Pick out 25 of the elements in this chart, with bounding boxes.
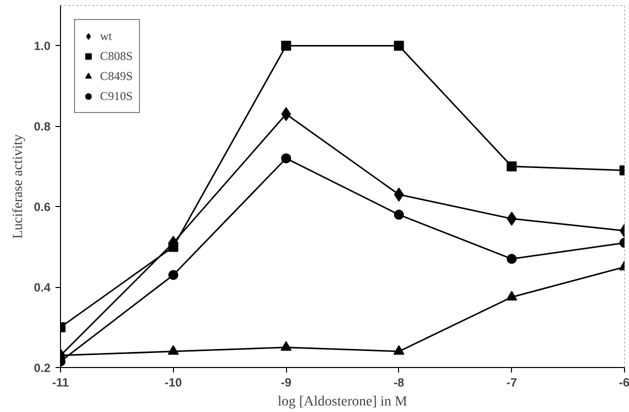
legend-label: C808S (100, 48, 133, 64)
x-tick-label: -10 (164, 376, 182, 390)
y-tick-label: 0.4 (34, 280, 51, 295)
y-axis-title: Luciferase activity (10, 134, 26, 239)
point (168, 270, 178, 280)
point (281, 153, 292, 164)
legend-label: C910S (100, 88, 133, 104)
point (168, 345, 179, 355)
legend-label: wt (100, 28, 113, 44)
point (394, 40, 404, 51)
x-axis-title: log [Aldosterone] in M (278, 394, 408, 410)
point (393, 345, 404, 355)
y-tick-label: 0.6 (34, 200, 51, 214)
x-tick-label: -8 (394, 376, 405, 390)
x-tick-label: -9 (280, 376, 292, 390)
point (281, 40, 292, 51)
point (280, 341, 292, 351)
x-tick-label: -6 (618, 376, 629, 390)
y-tick-label: 0.8 (34, 120, 51, 134)
y-tick-label: 1.0 (34, 39, 51, 54)
legend-label: C849S (100, 68, 133, 84)
x-tick-label: -11 (52, 376, 70, 390)
point (394, 210, 404, 220)
y-tick-label: 0.2 (34, 361, 51, 375)
x-tick-label: -7 (506, 376, 518, 390)
